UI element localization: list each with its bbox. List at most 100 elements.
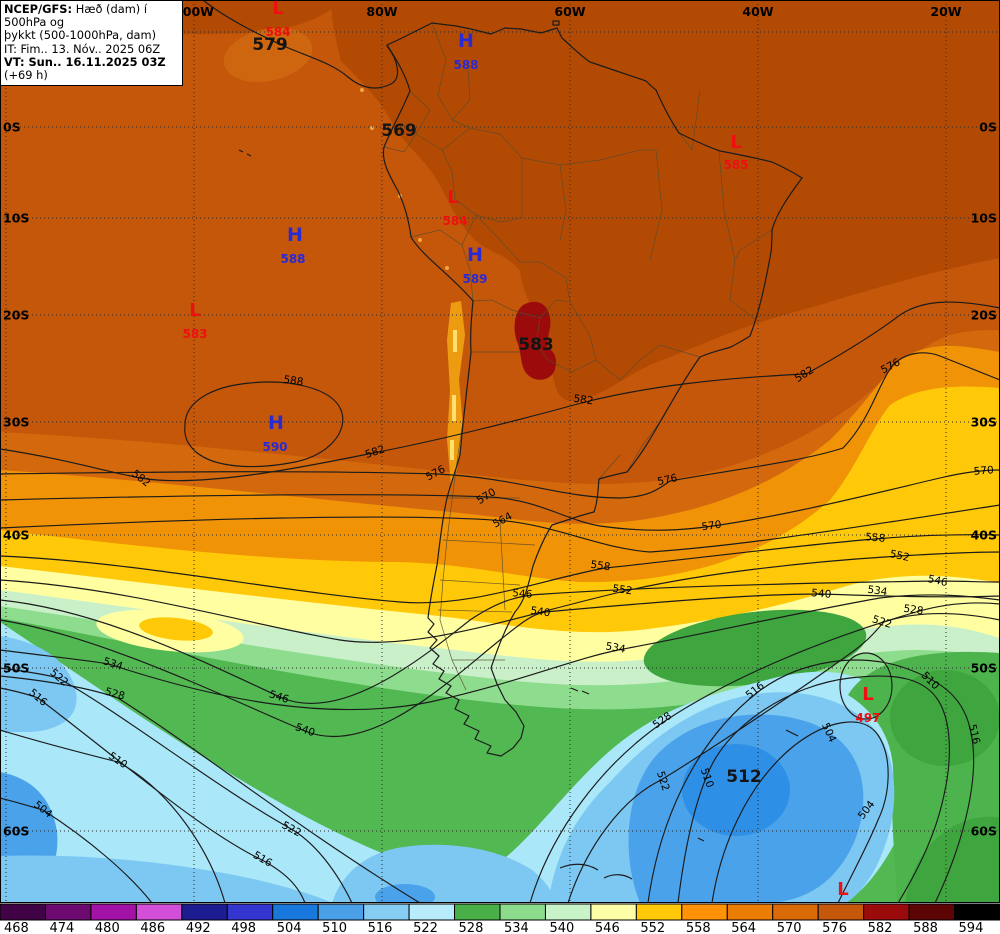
colorbar-box-468 <box>0 903 46 921</box>
colorbar-box-552 <box>635 903 683 921</box>
contour-576 <box>0 352 1000 499</box>
low-center-marker: L <box>837 879 848 900</box>
colorbar-box-576 <box>817 903 865 921</box>
coast-central-america <box>202 0 399 89</box>
low-center-value: 583 <box>182 327 207 341</box>
high-center-value: 590 <box>262 440 287 454</box>
colorbar-box-522 <box>408 903 456 921</box>
colorbar-tick-570: 570 <box>777 921 802 934</box>
contour-552 <box>0 551 1000 643</box>
fill-andes-snow1 <box>453 330 457 352</box>
contour-label-570: 570 <box>973 464 994 478</box>
fill-dark-north <box>331 0 1000 401</box>
contour-label-570: 570 <box>701 519 723 534</box>
lon-tick-label: 80W <box>366 4 397 19</box>
contour-546 <box>0 580 1000 704</box>
colorbar-tick-504: 504 <box>277 921 302 934</box>
colorbar-box-594 <box>954 903 1000 921</box>
lat-tick-label-left: 50S <box>3 661 29 676</box>
colorbar-tick-564: 564 <box>731 921 756 934</box>
colorbar-tick-480: 480 <box>95 921 120 934</box>
fill-lblue-west <box>0 636 77 732</box>
low-center-value: 585 <box>723 158 748 172</box>
lon-tick-label: 100W <box>174 4 214 19</box>
contour-540 <box>0 593 1000 738</box>
islands-galapagos <box>238 149 252 157</box>
contour-label-582: 582 <box>364 443 387 461</box>
fill-thickness-max <box>514 301 556 380</box>
colorbar-box-516 <box>363 903 410 921</box>
contour-504-east <box>711 721 889 903</box>
contour-522-east <box>567 612 1000 903</box>
axis-labels: 100W 80W 60W 40W 20W 0S 0S 10S 10S 20S 20S 30S 30S 40… <box>3 4 997 839</box>
lon-tick-label: 40W <box>742 4 773 19</box>
colorbar-box-492 <box>181 903 228 921</box>
colorbar-tick-522: 522 <box>413 921 438 934</box>
island-trinidad <box>552 20 560 26</box>
fill-dark-green-east <box>890 670 1000 766</box>
islands-falkland <box>570 687 590 695</box>
colorbar-box-504 <box>272 903 319 921</box>
title-line-2: þykkt (500-1000hPa, dam) <box>4 28 157 43</box>
contour-label-522: 522 <box>871 613 894 631</box>
colorbar-box-546 <box>590 903 637 921</box>
lat-tick-label-right: 50S <box>971 661 997 676</box>
island-south-georgia <box>785 729 799 737</box>
colorbar-tick-558: 558 <box>686 921 711 934</box>
contour-label-576: 576 <box>656 472 678 488</box>
colorbar-box-564 <box>726 903 774 921</box>
contour-528-east <box>529 602 1000 903</box>
low-center-marker: L <box>272 0 283 19</box>
colorbar-tick-498: 498 <box>231 921 256 934</box>
fill-andes-snow2 <box>452 395 456 421</box>
contour-label-582: 582 <box>573 393 595 408</box>
contour-label-540: 540 <box>530 605 552 620</box>
contour-582 <box>0 301 1000 482</box>
pressure-centers: H 588 H 588 H 589 H 590 L 584 L 584 L 585 L 583 L 497 L 579… <box>182 0 880 900</box>
fill-dark-green-corner <box>905 816 1000 903</box>
fill-light-pacific-patch <box>223 27 313 83</box>
colorbar-box-528 <box>454 903 501 921</box>
graticule <box>0 0 1000 903</box>
contour-label-546: 546 <box>512 587 533 601</box>
contour-label-558: 558 <box>590 559 612 574</box>
lat-tick-label-left: 30S <box>3 415 29 430</box>
colorbar-tick-576: 576 <box>822 921 847 934</box>
lat-tick-label-right: 60S <box>971 824 997 839</box>
low-center-marker: L <box>862 684 873 705</box>
colorbar-box-534 <box>499 903 546 921</box>
colorbar-box-558 <box>681 903 728 921</box>
colorbar-tick-474: 474 <box>49 921 74 934</box>
colorbar-box-486 <box>135 903 183 921</box>
lat-tick-label-left: 20S <box>3 308 29 323</box>
colorbar-box-474 <box>44 903 92 921</box>
fill-lblue-bottom-left <box>0 855 332 903</box>
fill-sw-pocket-gold <box>139 617 213 641</box>
contour-504-west <box>0 797 153 903</box>
contour-label-534: 534 <box>102 655 125 673</box>
lat-tick-label-left: 10S <box>3 211 29 226</box>
lon-tick-label: 60W <box>554 4 585 19</box>
height-center-value: 569 <box>381 121 417 141</box>
high-center-value: 588 <box>280 252 305 266</box>
colorbar-tick-582: 582 <box>868 921 893 934</box>
lat-tick-label-left: 0S <box>3 120 21 135</box>
contour-label-552: 552 <box>612 583 634 598</box>
colorbar-box-570 <box>772 903 819 921</box>
contour-label-540: 540 <box>811 587 832 601</box>
lat-tick-label-left: 40S <box>3 528 29 543</box>
colorbar-box-588 <box>908 903 956 921</box>
low-center-value: 497 <box>855 711 880 725</box>
lat-tick-label-left: 60S <box>3 824 29 839</box>
high-center-marker: H <box>458 30 474 52</box>
islands-south-shetland <box>559 837 705 880</box>
fill-andes-snow3 <box>450 440 454 460</box>
lon-tick-label: 20W <box>930 4 961 19</box>
contour-label-546: 546 <box>268 688 291 706</box>
contour-510-east <box>677 675 950 903</box>
height-center-value: 579 <box>252 35 288 55</box>
contour-588-closed <box>184 381 344 468</box>
colorbar-box-510 <box>317 903 365 921</box>
fill-dark-green-patch <box>643 609 867 687</box>
